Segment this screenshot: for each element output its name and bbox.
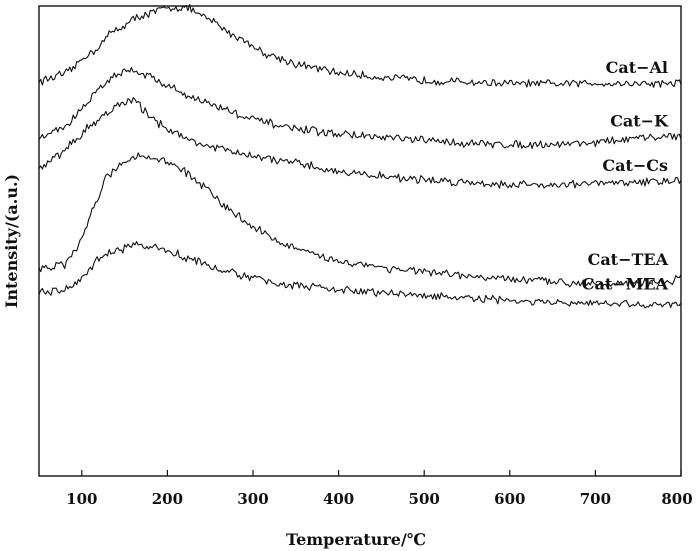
x-tick-label: 800 [661, 490, 692, 508]
y-axis-title: Intensity/(a.u.) [2, 174, 21, 308]
series-line-cat-al [38, 3, 682, 88]
series-line-cat-k [38, 66, 682, 150]
series-line-cat-mea [38, 241, 682, 309]
plot-frame [38, 5, 682, 477]
series-line-cat-tea [38, 152, 682, 288]
x-tick-label: 200 [152, 490, 183, 508]
x-tick-label: 500 [409, 490, 440, 508]
x-tick-label: 400 [323, 490, 354, 508]
x-axis: 100 200 300 400 500 600 700 800 [66, 470, 693, 508]
x-tick-label: 300 [237, 490, 268, 508]
series-label-cat-k: Cat−K [610, 111, 669, 130]
series-line-cat-cs [38, 97, 682, 189]
series-label-cat-mea: Cat−MEA [582, 274, 669, 293]
series-group [38, 3, 682, 309]
x-tick-label: 700 [580, 490, 611, 508]
x-axis-title: Temperature/℃ [286, 530, 426, 549]
series-label-cat-tea: Cat−TEA [588, 250, 669, 269]
series-labels: Cat−Al Cat−K Cat−Cs Cat−TEA Cat−MEA [582, 58, 669, 293]
series-label-cat-al: Cat−Al [606, 58, 668, 77]
x-tick-label: 600 [494, 490, 525, 508]
series-label-cat-cs: Cat−Cs [602, 156, 668, 175]
x-tick-label: 100 [66, 490, 97, 508]
